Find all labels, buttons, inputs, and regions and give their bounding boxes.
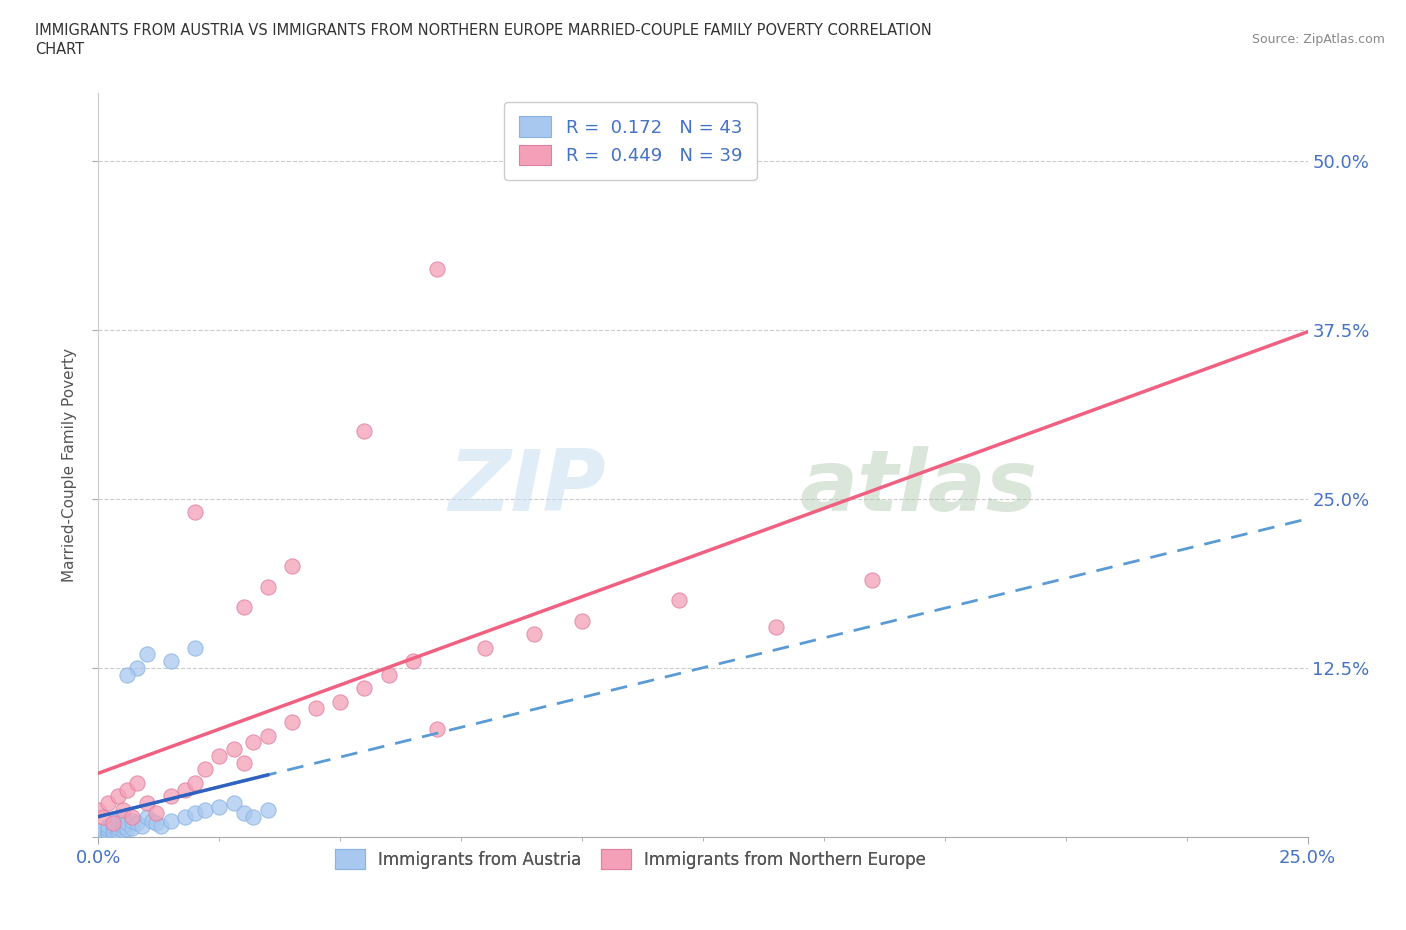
Point	[101, 816, 124, 830]
Point	[184, 505, 207, 520]
Point	[117, 816, 139, 830]
Point	[127, 816, 149, 830]
Point	[101, 816, 124, 830]
Point	[523, 627, 546, 642]
Point	[174, 809, 197, 824]
Point	[184, 640, 207, 655]
Point	[107, 789, 129, 804]
Point	[111, 818, 134, 833]
Point	[208, 749, 231, 764]
Point	[117, 821, 139, 836]
Text: CHART: CHART	[35, 42, 84, 57]
Point	[87, 830, 110, 844]
Point	[127, 660, 149, 675]
Point	[256, 728, 278, 743]
Point	[222, 741, 245, 756]
Point	[860, 573, 883, 588]
Point	[121, 809, 143, 824]
Point	[121, 814, 143, 829]
Point	[232, 805, 254, 820]
Point	[111, 803, 134, 817]
Point	[101, 823, 124, 838]
Point	[117, 782, 139, 797]
Point	[141, 814, 163, 829]
Text: Source: ZipAtlas.com: Source: ZipAtlas.com	[1251, 33, 1385, 46]
Legend: Immigrants from Austria, Immigrants from Northern Europe: Immigrants from Austria, Immigrants from…	[326, 841, 935, 877]
Point	[150, 818, 173, 833]
Point	[208, 800, 231, 815]
Text: IMMIGRANTS FROM AUSTRIA VS IMMIGRANTS FROM NORTHERN EUROPE MARRIED-COUPLE FAMILY: IMMIGRANTS FROM AUSTRIA VS IMMIGRANTS FR…	[35, 23, 932, 38]
Point	[194, 803, 217, 817]
Point	[256, 579, 278, 594]
Point	[91, 826, 114, 841]
Point	[474, 640, 496, 655]
Point	[97, 824, 120, 839]
Point	[242, 809, 264, 824]
Point	[256, 803, 278, 817]
Point	[281, 714, 304, 729]
Point	[329, 695, 352, 710]
Point	[765, 620, 787, 635]
Point	[87, 827, 110, 842]
Point	[145, 805, 167, 820]
Point	[91, 829, 114, 844]
Point	[101, 818, 124, 833]
Point	[121, 820, 143, 835]
Point	[87, 803, 110, 817]
Point	[145, 816, 167, 830]
Point	[194, 762, 217, 777]
Point	[184, 776, 207, 790]
Point	[668, 592, 690, 607]
Point	[101, 826, 124, 841]
Point	[117, 667, 139, 682]
Point	[305, 701, 328, 716]
Point	[135, 647, 157, 662]
Point	[107, 814, 129, 829]
Point	[91, 809, 114, 824]
Point	[91, 823, 114, 838]
Point	[222, 796, 245, 811]
Point	[160, 789, 183, 804]
Point	[107, 824, 129, 839]
Point	[107, 820, 129, 835]
Point	[97, 818, 120, 833]
Point	[353, 681, 375, 696]
Point	[571, 613, 593, 628]
Y-axis label: Married-Couple Family Poverty: Married-Couple Family Poverty	[62, 348, 77, 582]
Point	[232, 755, 254, 770]
Text: ZIP: ZIP	[449, 445, 606, 529]
Point	[160, 654, 183, 669]
Point	[111, 823, 134, 838]
Point	[131, 818, 153, 833]
Point	[97, 821, 120, 836]
Point	[426, 261, 449, 276]
Point	[377, 667, 399, 682]
Point	[402, 654, 425, 669]
Point	[127, 776, 149, 790]
Point	[426, 722, 449, 737]
Point	[242, 735, 264, 750]
Point	[160, 814, 183, 829]
Point	[353, 424, 375, 439]
Point	[97, 827, 120, 842]
Point	[174, 782, 197, 797]
Point	[232, 600, 254, 615]
Point	[184, 805, 207, 820]
Point	[135, 809, 157, 824]
Text: atlas: atlas	[800, 445, 1038, 529]
Point	[111, 809, 134, 824]
Point	[135, 796, 157, 811]
Point	[281, 559, 304, 574]
Point	[97, 796, 120, 811]
